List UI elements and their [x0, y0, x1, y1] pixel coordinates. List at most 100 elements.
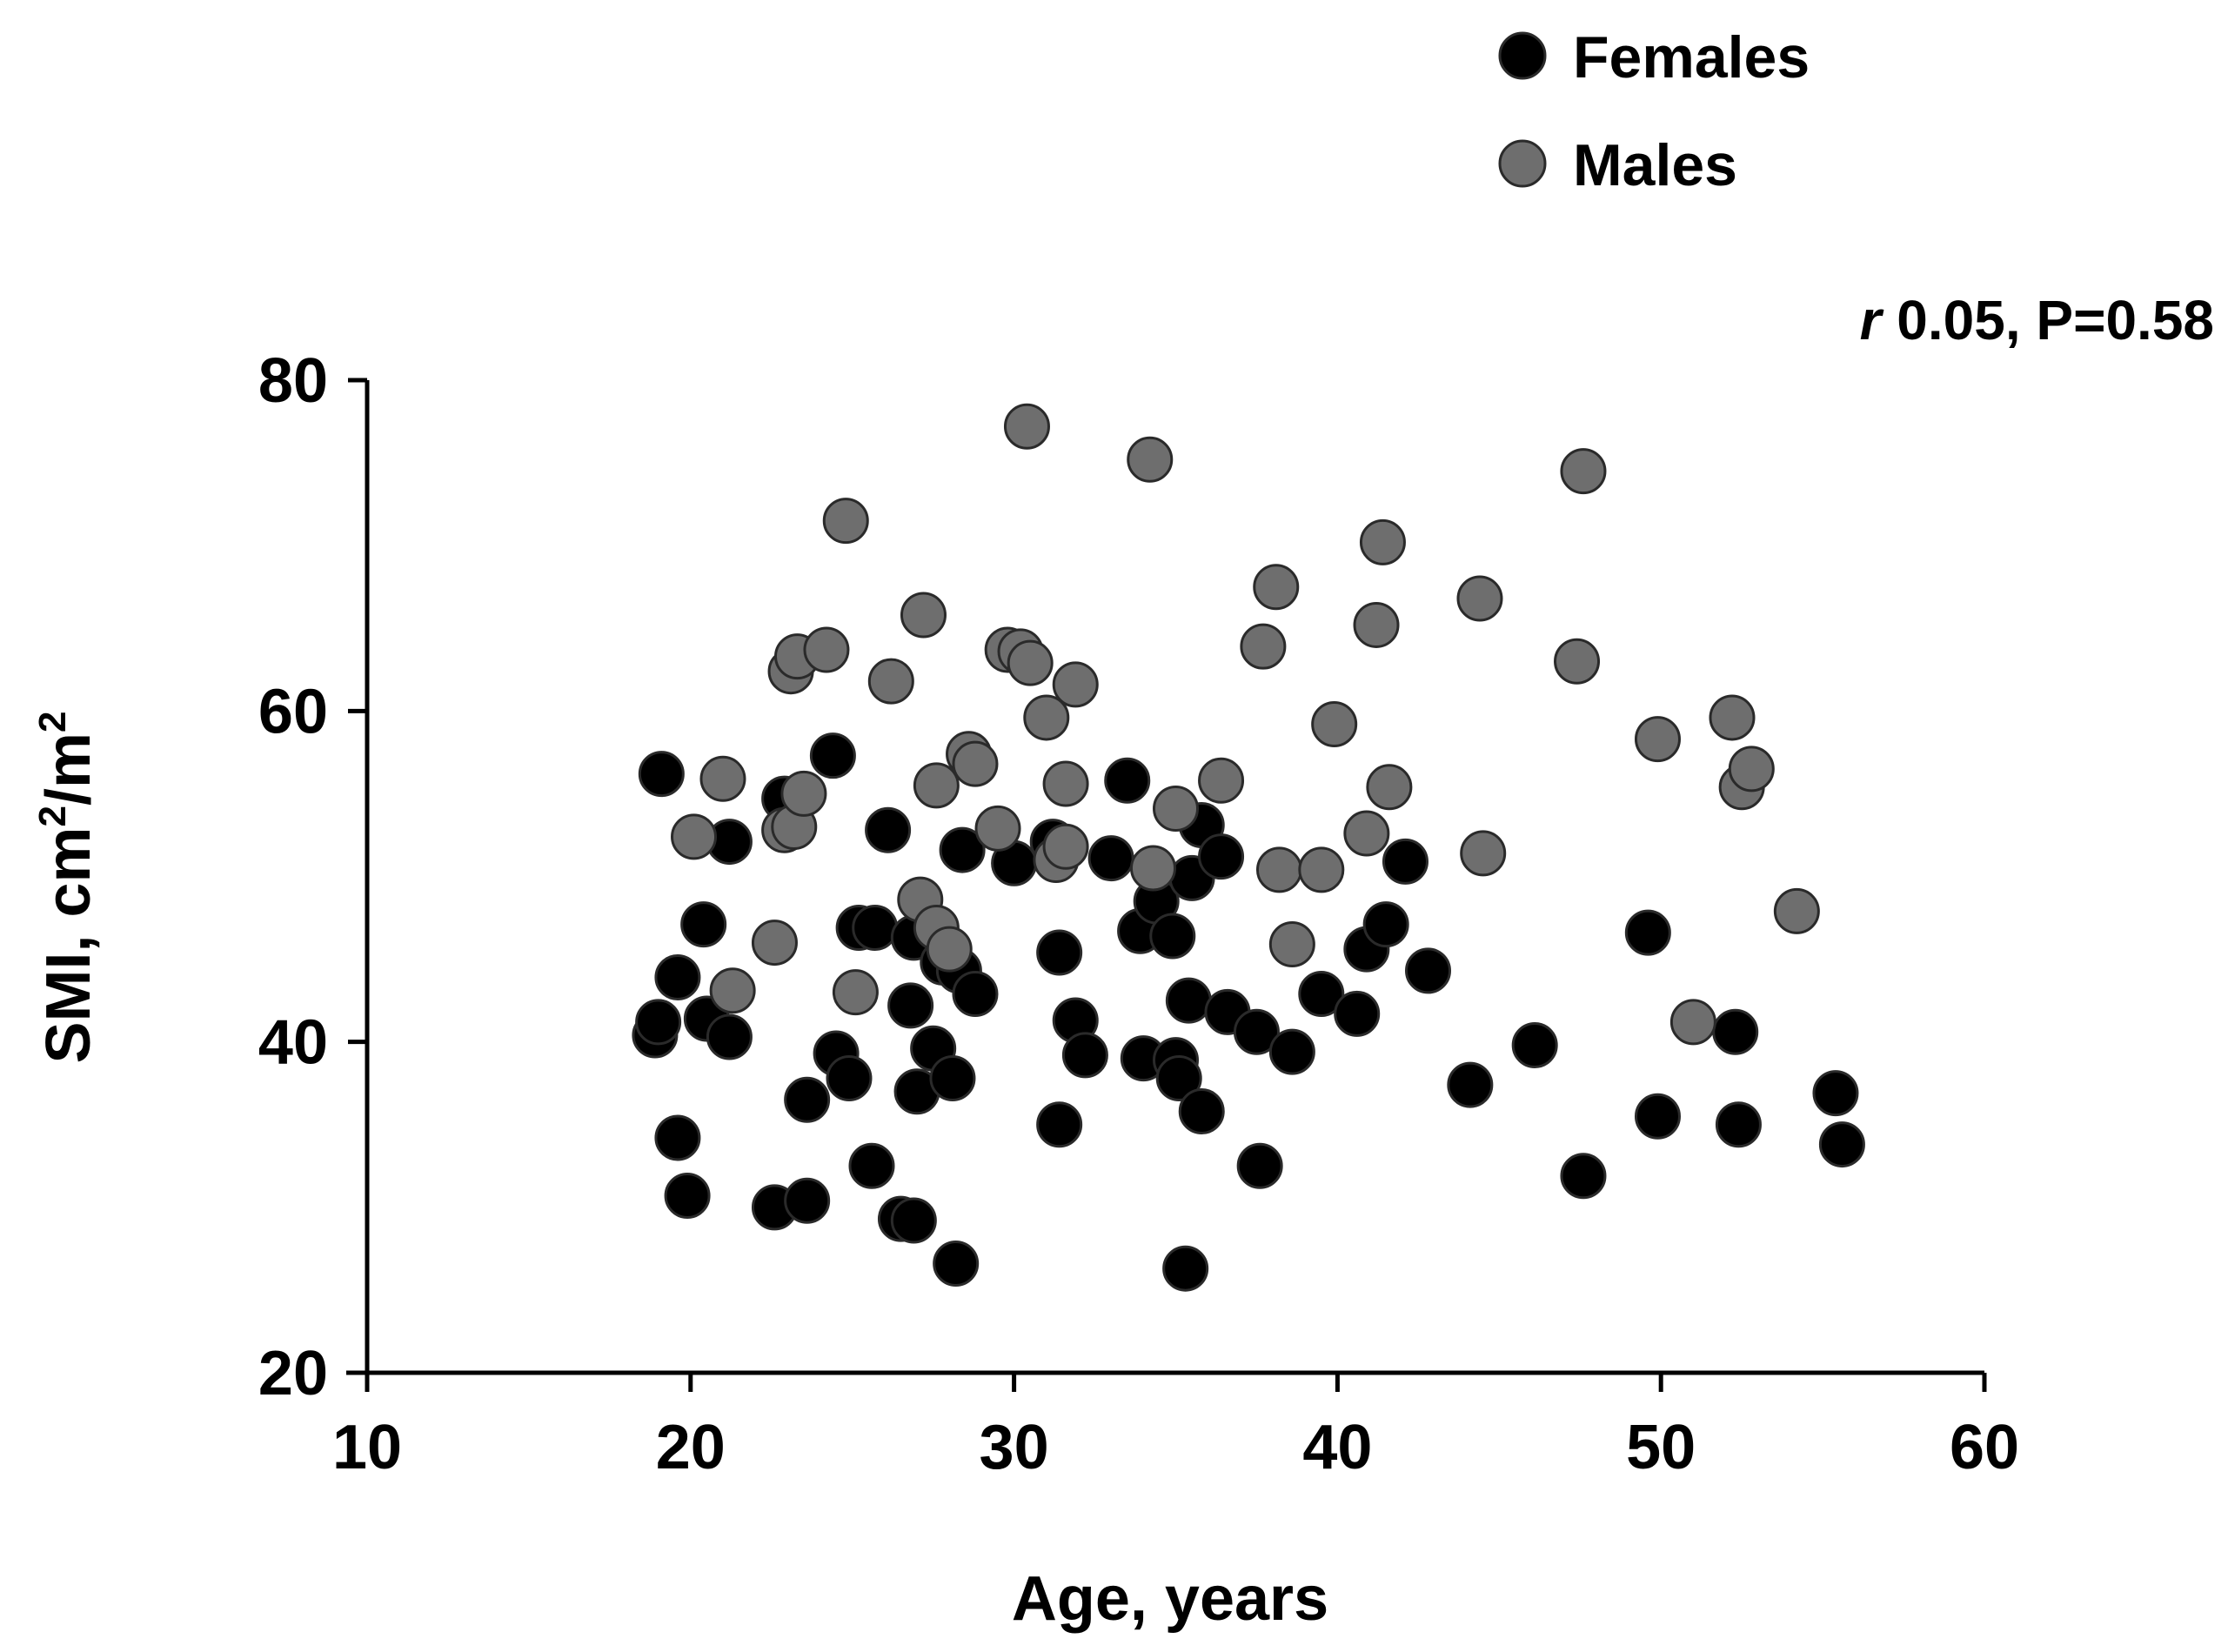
data-point-males — [1255, 846, 1302, 893]
data-point-females — [1405, 947, 1452, 994]
data-point-males — [1456, 575, 1503, 622]
data-point-females — [1162, 1245, 1209, 1292]
data-point-males — [1042, 760, 1089, 807]
data-point-males — [1023, 694, 1070, 741]
data-point-males — [1240, 623, 1287, 670]
data-point-females — [680, 901, 727, 948]
data-point-males — [1153, 786, 1199, 833]
data-point-males — [1728, 746, 1775, 793]
legend-label-males: Males — [1573, 132, 1737, 198]
data-point-males — [1007, 639, 1054, 686]
data-point-males — [1253, 564, 1300, 611]
data-point-males — [1353, 601, 1400, 648]
data-point-females — [1634, 1093, 1681, 1140]
data-point-males — [913, 762, 960, 809]
legend-marker-females — [1498, 31, 1547, 80]
data-point-males — [1042, 823, 1089, 870]
data-point-females — [654, 954, 701, 1001]
data-point-females — [635, 999, 682, 1046]
data-point-males — [926, 926, 973, 973]
data-point-males — [1554, 638, 1601, 685]
data-point-females — [706, 1013, 753, 1060]
data-point-males — [803, 626, 850, 673]
data-point-females — [1165, 977, 1212, 1024]
data-point-females — [664, 1173, 711, 1220]
legend: Females Males — [1498, 24, 1810, 198]
data-point-females — [1087, 835, 1134, 882]
data-point-females — [1149, 913, 1196, 960]
data-point-females — [1155, 1055, 1202, 1102]
data-point-females — [1560, 1153, 1607, 1200]
data-point-females — [848, 1142, 895, 1189]
data-point-males — [1268, 920, 1315, 967]
data-point-males — [900, 592, 947, 639]
data-point-females — [809, 732, 856, 779]
data-point-males — [1129, 845, 1176, 892]
y-axis-title-main: SMI, cm — [34, 826, 104, 1063]
data-point-females — [1382, 838, 1428, 885]
data-point-females — [654, 1114, 701, 1161]
data-points — [632, 403, 1865, 1292]
data-point-males — [1460, 830, 1507, 877]
data-point-males — [671, 813, 718, 860]
data-point-females — [1715, 1101, 1762, 1148]
data-point-females — [826, 1055, 873, 1102]
x-tick-label: 20 — [656, 1413, 726, 1482]
y-axis-title-sup2: 2 — [31, 711, 74, 732]
data-point-females — [1233, 1008, 1280, 1055]
r-symbol: r — [1860, 289, 1884, 351]
correlation-value: 0.05, P=0.58 — [1881, 289, 2214, 351]
data-point-females — [1036, 1101, 1083, 1148]
x-tick-label: 30 — [980, 1413, 1049, 1482]
legend-item-females: Females — [1498, 24, 1810, 90]
data-point-females — [1812, 1070, 1859, 1117]
data-point-males — [709, 967, 756, 1014]
data-point-females — [1178, 1088, 1225, 1135]
data-point-males — [699, 755, 746, 802]
data-point-females — [1624, 909, 1671, 956]
y-tick-label: 80 — [258, 346, 328, 416]
data-point-males — [832, 969, 879, 1016]
y-tick-label: 60 — [258, 677, 328, 746]
data-point-females — [784, 1076, 831, 1123]
x-tick-label: 40 — [1302, 1413, 1372, 1482]
y-axis-title: SMI, cm2/m2 — [31, 711, 104, 1063]
data-point-males — [1127, 436, 1174, 483]
data-point-females — [1298, 971, 1345, 1018]
data-point-males — [751, 920, 798, 966]
data-point-males — [1669, 999, 1716, 1046]
data-point-females — [1198, 833, 1245, 880]
data-point-females — [1447, 1061, 1494, 1108]
data-point-males — [1773, 887, 1820, 934]
data-point-males — [1634, 716, 1681, 763]
data-point-females — [1818, 1121, 1865, 1168]
data-point-males — [1298, 846, 1345, 893]
data-point-females — [1334, 990, 1381, 1037]
data-point-females — [933, 1240, 980, 1287]
data-point-males — [822, 498, 869, 545]
data-point-females — [887, 982, 934, 1029]
data-point-females — [929, 1055, 976, 1102]
y-axis-title-mid: /m — [34, 732, 104, 806]
data-point-males — [952, 740, 999, 787]
data-point-females — [865, 806, 912, 853]
legend-label-females: Females — [1573, 24, 1810, 90]
data-point-males — [1560, 448, 1607, 495]
data-point-females — [1362, 901, 1409, 948]
data-point-females — [1268, 1028, 1315, 1075]
correlation-annotation: r 0.05, P=0.58 — [1860, 289, 2214, 351]
data-point-females — [1511, 1021, 1558, 1068]
x-axis-title: Age, years — [1012, 1564, 1328, 1634]
data-point-males — [867, 658, 914, 705]
data-point-females — [1712, 1008, 1759, 1055]
data-point-males — [1198, 757, 1245, 804]
data-point-females — [1236, 1142, 1283, 1189]
data-point-females — [1061, 1032, 1108, 1079]
data-point-females — [890, 1197, 937, 1244]
data-point-males — [1709, 694, 1756, 741]
data-point-males — [1052, 661, 1099, 708]
data-point-males — [1366, 764, 1413, 811]
data-point-females — [852, 904, 899, 951]
